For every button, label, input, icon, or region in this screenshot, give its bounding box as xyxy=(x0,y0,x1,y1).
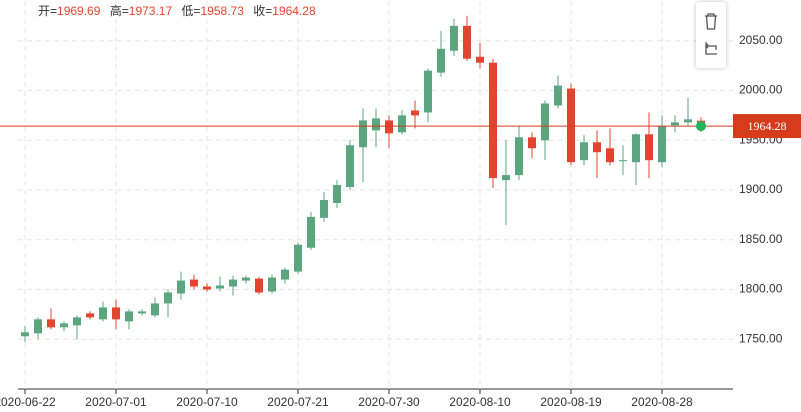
candle-body xyxy=(47,319,55,328)
candle-body xyxy=(294,244,302,272)
delete-icon[interactable] xyxy=(705,13,717,30)
candle-body xyxy=(528,137,536,149)
candle-body xyxy=(606,148,614,163)
candle-body xyxy=(60,323,68,328)
candle-body xyxy=(86,313,94,318)
candle-body xyxy=(333,185,341,203)
candle-body xyxy=(307,216,315,248)
y-tick-label: 1850.00 xyxy=(739,232,783,246)
candle-body xyxy=(346,145,354,188)
candle-body xyxy=(684,119,692,123)
y-tick-label: 2050.00 xyxy=(739,33,783,47)
candle-body xyxy=(476,56,484,63)
candle-body xyxy=(437,48,445,73)
high-label: 高= xyxy=(109,4,129,18)
candle-body xyxy=(112,307,120,320)
candle-body xyxy=(489,62,497,179)
x-tick-label: 2020-07-30 xyxy=(358,395,420,409)
candle-body xyxy=(372,118,380,131)
price-label-box xyxy=(733,114,801,139)
candle-body xyxy=(73,317,81,326)
x-tick-label: 2020-07-10 xyxy=(176,395,238,409)
candle-body xyxy=(515,137,523,176)
candle-body xyxy=(138,311,146,314)
high-value: 1973.17 xyxy=(128,4,173,18)
candle-body xyxy=(281,269,289,280)
candle-body xyxy=(619,160,627,162)
candle-body xyxy=(632,134,640,163)
y-tick-label: 1900.00 xyxy=(739,182,783,196)
candle-body xyxy=(125,311,133,322)
candle-body xyxy=(164,292,172,304)
candle-body xyxy=(242,277,250,281)
y-tick-label: 2000.00 xyxy=(739,83,783,97)
candle-body xyxy=(502,175,510,181)
candle-body xyxy=(593,142,601,153)
y-tick-label: 1800.00 xyxy=(739,282,783,296)
candle-body xyxy=(567,88,575,163)
candle-body xyxy=(424,70,432,113)
undo-icon[interactable] xyxy=(705,42,717,55)
candle-body xyxy=(541,103,549,141)
toolbox xyxy=(696,2,726,68)
x-tick-label: 2020-07-01 xyxy=(85,395,147,409)
candle-body xyxy=(580,142,588,161)
candle-body xyxy=(151,303,159,316)
candle-body xyxy=(450,25,458,51)
close-value: 1964.28 xyxy=(272,4,316,18)
candle-body xyxy=(255,278,263,293)
x-tick-label: 2020-08-10 xyxy=(449,395,511,409)
x-tick-label: 2020-07-21 xyxy=(267,395,329,409)
last-price-dot xyxy=(696,121,706,132)
candle-body xyxy=(203,286,211,290)
candle-body xyxy=(554,85,562,106)
candle-body xyxy=(177,280,185,294)
candle-body xyxy=(190,279,198,287)
candle-body xyxy=(645,134,653,161)
low-value: 1958.73 xyxy=(200,4,244,18)
candle-body xyxy=(320,199,328,218)
candle-body xyxy=(671,122,679,126)
open-value: 1969.69 xyxy=(57,4,101,18)
candle-body xyxy=(359,120,367,148)
candle-body xyxy=(463,25,471,59)
candle-body xyxy=(99,307,107,320)
candle-body xyxy=(216,285,224,289)
close-label: 收= xyxy=(253,4,273,18)
open-label: 开= xyxy=(38,4,58,18)
low-label: 低= xyxy=(181,4,201,18)
price-label: 1964.28 xyxy=(748,119,787,133)
candle-body xyxy=(229,279,237,287)
candle-body xyxy=(34,319,42,334)
x-tick-label: 2020-08-19 xyxy=(540,395,602,409)
x-tick-label: 2020-06-22 xyxy=(0,395,56,409)
candle-body xyxy=(268,277,276,292)
candle-body xyxy=(398,115,406,133)
ohlc-header: 开=1969.69 高=1973.17 低=1958.73 收=1964.28 xyxy=(38,2,322,19)
candle-body xyxy=(658,126,666,163)
candle-body xyxy=(411,110,419,116)
candle-body xyxy=(21,332,29,337)
y-tick-label: 1750.00 xyxy=(739,331,783,345)
x-tick-label: 2020-08-28 xyxy=(631,395,693,409)
toolbox-icons xyxy=(705,13,717,55)
candle-body xyxy=(385,120,393,134)
